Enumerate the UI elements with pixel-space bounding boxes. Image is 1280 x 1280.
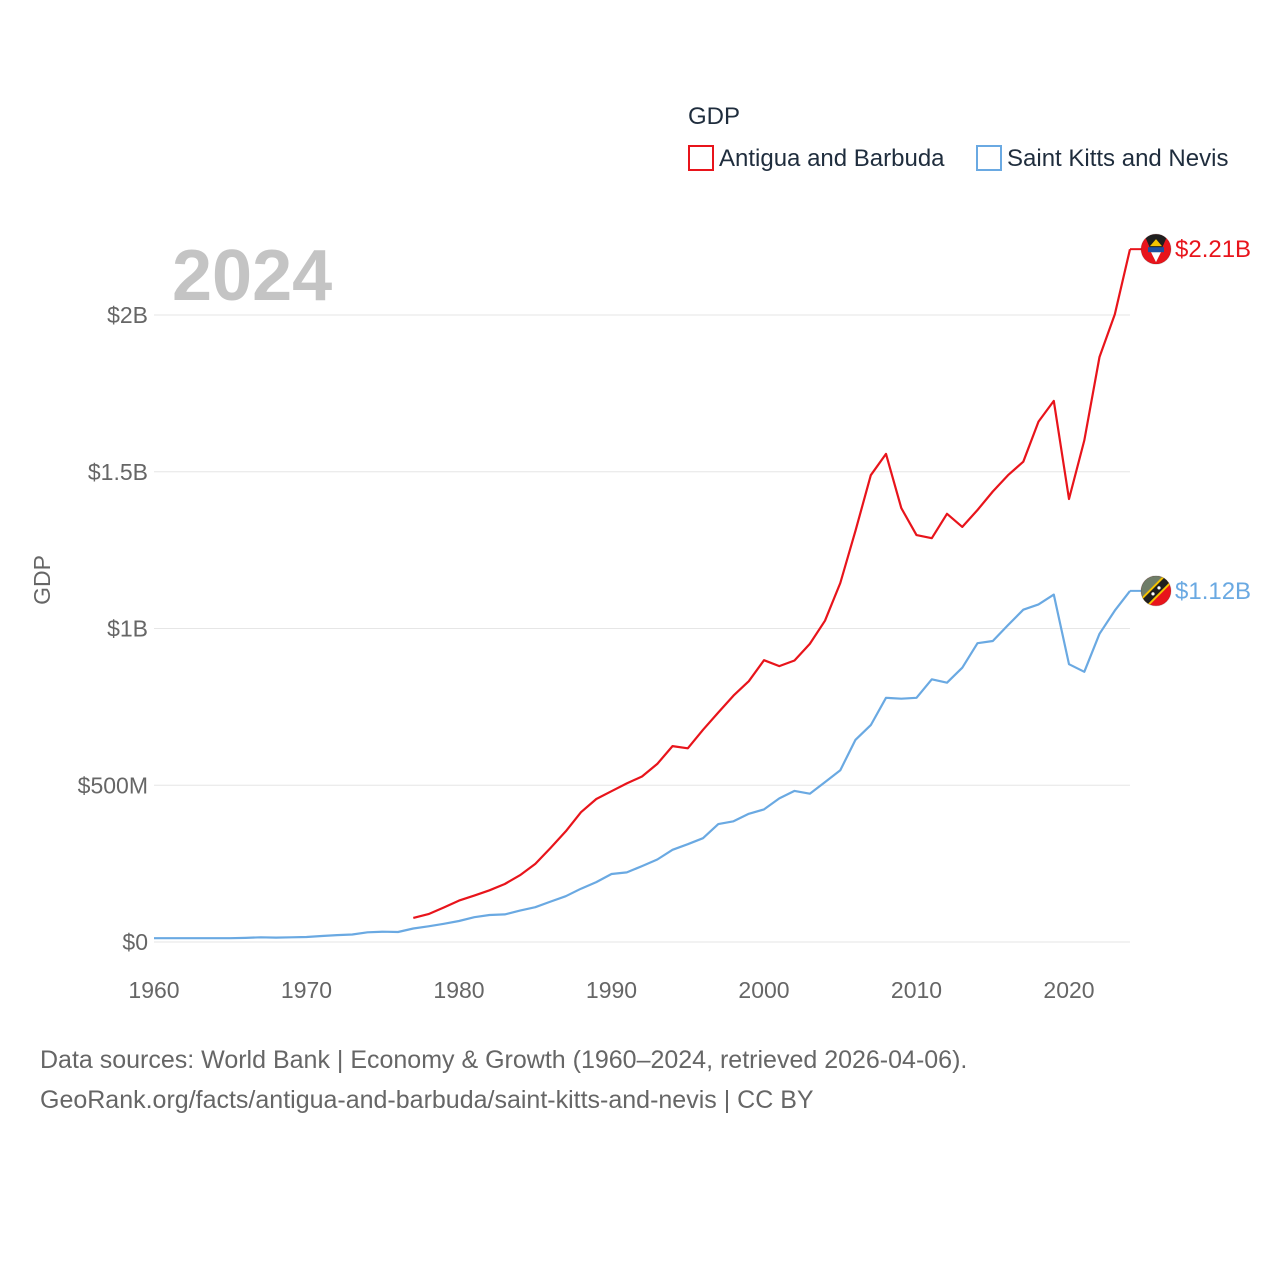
legend-swatch-saint-kitts[interactable] [976, 145, 1002, 171]
year-label: 2024 [172, 236, 332, 316]
end-markers: $2.21B $1.12B [1130, 233, 1251, 607]
y-tick-label: $1.5B [88, 459, 148, 485]
saint-kitts-and-nevis-flag-icon [1140, 575, 1172, 607]
source-url[interactable]: GeoRank.org/facts/antigua-and-barbuda/sa… [40, 1086, 814, 1114]
end-value-label-antigua: $2.21B [1175, 236, 1251, 263]
x-tick-label: 2000 [738, 977, 789, 1003]
legend-title: GDP [688, 103, 740, 130]
end-value-label-saint-kitts: $1.12B [1175, 578, 1251, 605]
gridlines [154, 314, 1130, 943]
source-line: Data sources: World Bank | Economy & Gro… [40, 1046, 968, 1074]
x-tick-label: 1990 [586, 977, 637, 1003]
gdp-line-chart: GDP Antigua and Barbuda Saint Kitts and … [29, 103, 1251, 1003]
series-lines [154, 248, 1132, 940]
y-tick-label: $1B [107, 616, 148, 642]
data-source-footer: Data sources: World Bank | Economy & Gro… [40, 1040, 1240, 1120]
legend-swatch-antigua[interactable] [688, 145, 714, 171]
series-line-saint-kitts[interactable] [154, 590, 1131, 940]
y-tick-label: $500M [78, 772, 148, 798]
y-tick-label: $0 [122, 929, 148, 955]
axis-ticks: $0 $500M $1B $1.5B $2B 1960 1970 1980 1990 2000 20… [78, 302, 1095, 1003]
legend-label-antigua[interactable]: Antigua and Barbuda [719, 145, 945, 172]
series-line-antigua[interactable] [413, 248, 1132, 919]
legend-label-saint-kitts[interactable]: Saint Kitts and Nevis [1007, 145, 1228, 172]
x-tick-label: 1980 [433, 977, 484, 1003]
y-tick-label: $2B [107, 302, 148, 328]
y-axis-title: GDP [29, 555, 55, 605]
x-tick-label: 1960 [128, 977, 179, 1003]
antigua-and-barbuda-flag-icon [1140, 233, 1172, 265]
x-tick-label: 2020 [1043, 977, 1094, 1003]
x-tick-label: 1970 [281, 977, 332, 1003]
x-tick-label: 2010 [891, 977, 942, 1003]
